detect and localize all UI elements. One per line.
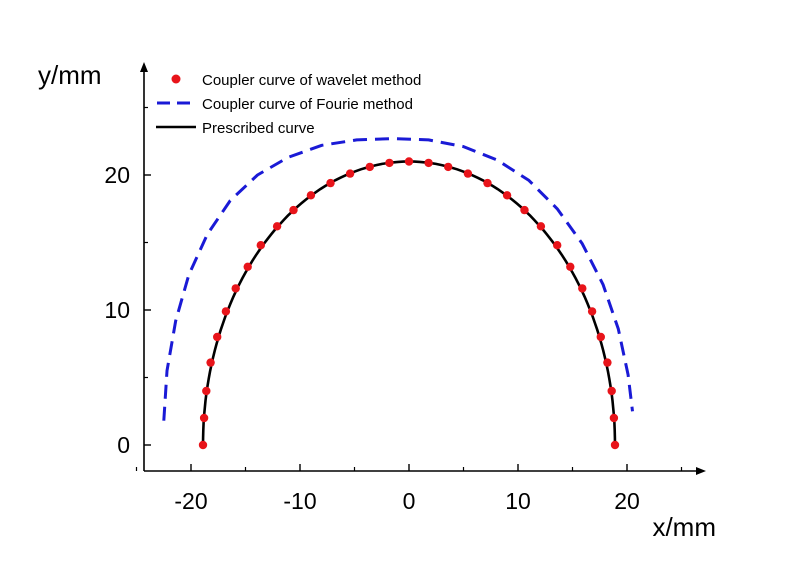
series-wavelet-point: [578, 284, 587, 293]
series-wavelet-point: [256, 241, 265, 250]
series-wavelet-point: [345, 169, 355, 178]
series-wavelet-point: [365, 162, 374, 172]
series-wavelet-point: [289, 205, 298, 215]
y-axis-arrow: [140, 62, 148, 72]
x-axis-arrow: [696, 467, 706, 475]
legend-label-fourier: Coupler curve of Fourie method: [202, 96, 413, 113]
axes: [140, 62, 706, 475]
x-axis-title: x/mm: [652, 512, 716, 542]
series-wavelet-point: [587, 307, 597, 316]
series-wavelet-point: [385, 158, 394, 168]
series-wavelet-point: [404, 157, 414, 166]
series-wavelet-point: [536, 222, 546, 231]
series-wavelet-point: [221, 307, 231, 316]
legend-marker-wavelet: [171, 74, 181, 84]
series-wavelet-point: [609, 413, 619, 423]
y-tick-label: 0: [117, 432, 130, 458]
series-wavelet-point: [502, 191, 512, 200]
legend: Coupler curve of wavelet method Coupler …: [156, 72, 421, 137]
series-fourier-line: [162, 137, 634, 421]
x-tick-label: 10: [505, 488, 531, 514]
series-wavelet-point: [231, 284, 240, 293]
x-tick-label: -10: [283, 488, 316, 514]
series-wavelet-point: [326, 178, 335, 188]
series-wavelet-point: [463, 169, 473, 178]
series-wavelet-point: [553, 241, 562, 250]
series-wavelet-point: [610, 440, 620, 450]
y-axis-title: y/mm: [38, 60, 102, 90]
legend-label-prescribed: Prescribed curve: [202, 120, 315, 137]
series-wavelet-point: [202, 386, 211, 396]
series-wavelet-point: [213, 332, 222, 342]
x-tick-label: -20: [174, 488, 207, 514]
ticks: -20 -10 0 10 20 0 10 20: [104, 106, 683, 514]
series-wavelet-point: [272, 222, 282, 231]
series: [162, 137, 634, 450]
series-wavelet-point: [596, 332, 605, 342]
x-tick-label: 0: [403, 488, 416, 514]
y-tick-label: 10: [104, 297, 130, 323]
series-wavelet-point: [306, 191, 316, 200]
series-wavelet-point: [199, 413, 209, 423]
series-wavelet-point: [444, 162, 453, 172]
series-wavelet-point: [607, 386, 616, 396]
series-wavelet-point: [206, 358, 215, 367]
legend-label-wavelet: Coupler curve of wavelet method: [202, 72, 421, 89]
series-wavelet-point: [483, 178, 492, 188]
y-tick-label: 20: [104, 162, 130, 188]
x-tick-label: 20: [614, 488, 640, 514]
series-wavelet-point: [603, 358, 612, 367]
series-prescribed-line: [201, 160, 617, 446]
series-wavelet-point: [520, 205, 529, 215]
series-wavelet-point: [566, 262, 575, 271]
series-wavelet-point: [198, 440, 208, 450]
series-wavelet-point: [243, 262, 252, 271]
series-wavelet-point: [424, 158, 433, 168]
